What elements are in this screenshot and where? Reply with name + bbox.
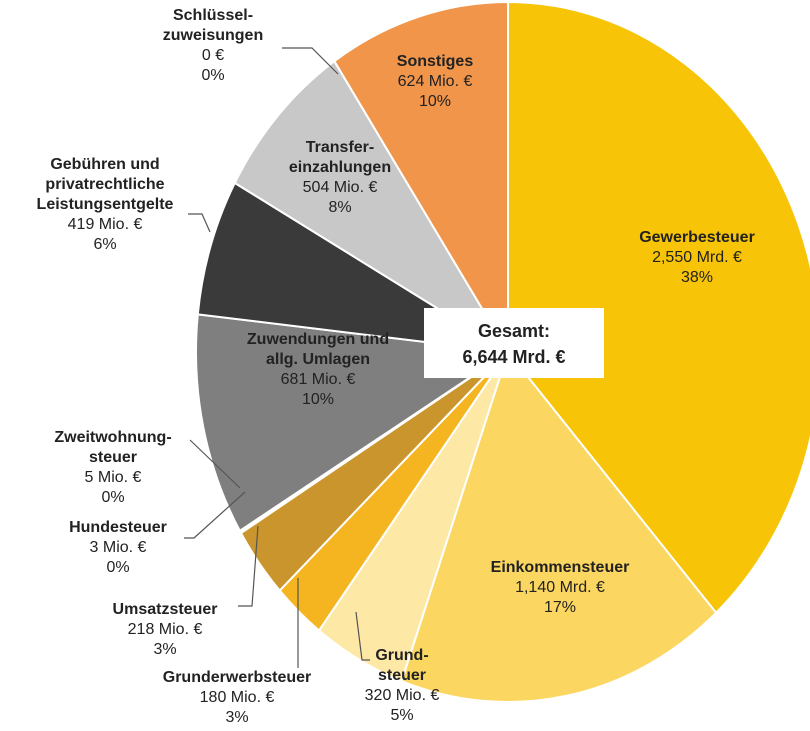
value-label: 504 Mio. € (303, 179, 378, 196)
percent-label: 6% (93, 236, 116, 253)
value-label: 3 Mio. € (90, 539, 147, 556)
center-title: Gesamt: (478, 321, 550, 341)
leader-lines (184, 47, 370, 668)
value-label: 0 € (202, 47, 224, 64)
slice-name: steuer (89, 449, 137, 466)
percent-label: 3% (153, 641, 176, 658)
percent-label: 10% (302, 391, 334, 408)
slice-name: Transfer- (306, 139, 374, 156)
slice-name: Grunderwerbsteuer (163, 669, 311, 686)
percent-label: 8% (328, 199, 351, 216)
value-label: 320 Mio. € (365, 687, 440, 704)
leader-line (188, 213, 211, 233)
center-box (424, 308, 604, 378)
pie (195, 0, 810, 703)
slice-name: zuweisungen (163, 27, 263, 44)
percent-label: 5% (390, 707, 413, 724)
leader-line (355, 611, 370, 661)
value-label: 681 Mio. € (281, 371, 356, 388)
value-label: 180 Mio. € (200, 689, 275, 706)
slice-name: privatrechtliche (45, 176, 164, 193)
slice-name: einzahlungen (289, 159, 391, 176)
value-label: 2,550 Mrd. € (652, 249, 742, 266)
slice-name: Sonstiges (397, 53, 474, 70)
slice-name: Zweitwohnung- (54, 429, 171, 446)
percent-label: 0% (106, 559, 129, 576)
slice-name: Schlüssel- (173, 7, 253, 24)
value-label: 5 Mio. € (85, 469, 142, 486)
slice-name: Umsatzsteuer (113, 601, 218, 618)
value-label: 419 Mio. € (68, 216, 143, 233)
leader-line (184, 491, 246, 539)
leader-line (238, 525, 259, 607)
slice-name: Gewerbesteuer (639, 229, 755, 246)
value-label: 1,140 Mrd. € (515, 579, 605, 596)
leader-line (282, 47, 339, 75)
percent-label: 10% (419, 93, 451, 110)
slice-name: Zuwendungen und (247, 331, 389, 348)
leader-line (189, 439, 241, 489)
slice-name: Hundesteuer (69, 519, 167, 536)
slice-name: steuer (378, 667, 426, 684)
slice-name: allg. Umlagen (266, 351, 370, 368)
center-total: 6,644 Mrd. € (462, 347, 565, 367)
slice (507, 0, 810, 615)
percent-label: 0% (201, 67, 224, 84)
slice (333, 0, 509, 356)
percent-label: 38% (681, 269, 713, 286)
slice-name: Grund- (375, 647, 428, 664)
slice-name: Gebühren und (50, 156, 159, 173)
slice-name: Leistungsentgelte (37, 196, 174, 213)
value-label: 218 Mio. € (128, 621, 203, 638)
percent-label: 3% (225, 709, 248, 726)
percent-label: 0% (101, 489, 124, 506)
percent-label: 17% (544, 599, 576, 616)
slice-name: Einkommensteuer (491, 559, 630, 576)
value-label: 624 Mio. € (398, 73, 473, 90)
